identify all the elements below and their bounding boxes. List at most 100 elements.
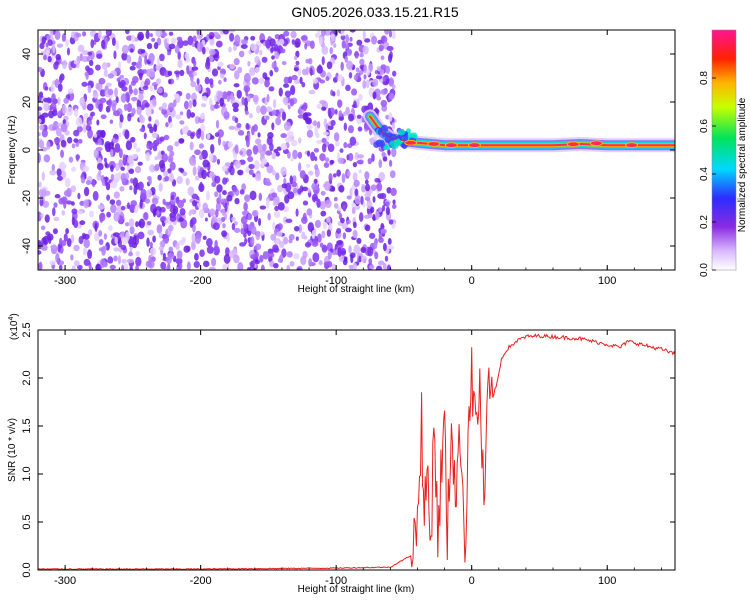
noise-blob bbox=[363, 38, 371, 43]
noise-blob bbox=[118, 148, 123, 159]
noise-blob bbox=[178, 138, 185, 144]
noise-blob bbox=[318, 260, 323, 266]
noise-blob bbox=[254, 56, 260, 64]
noise-blob bbox=[174, 141, 180, 147]
noise-blob bbox=[43, 54, 47, 61]
noise-blob bbox=[38, 261, 43, 270]
noise-blob bbox=[233, 254, 240, 264]
noise-blob bbox=[176, 250, 183, 260]
noise-blob bbox=[388, 93, 395, 100]
noise-blob bbox=[310, 151, 316, 162]
noise-blob bbox=[298, 106, 303, 116]
noise-blob bbox=[357, 126, 363, 132]
noise-blob bbox=[370, 184, 377, 191]
noise-blob bbox=[168, 43, 176, 50]
noise-blob bbox=[377, 260, 385, 266]
noise-blob bbox=[346, 171, 351, 177]
noise-blob bbox=[306, 208, 313, 216]
noise-blob bbox=[192, 166, 197, 176]
noise-blob bbox=[332, 173, 337, 178]
noise-blob bbox=[193, 260, 200, 268]
noise-blob bbox=[340, 217, 345, 224]
noise-blob bbox=[167, 154, 174, 163]
noise-blob bbox=[222, 223, 226, 229]
noise-blob bbox=[139, 198, 143, 209]
noise-blob bbox=[353, 244, 361, 255]
noise-blob bbox=[333, 203, 339, 209]
noise-blob bbox=[70, 185, 77, 193]
noise-blob bbox=[194, 84, 202, 92]
noise-blob bbox=[40, 212, 44, 219]
ridge-peak bbox=[566, 141, 580, 148]
noise-blob bbox=[241, 210, 247, 216]
noise-blob bbox=[378, 159, 383, 169]
noise-blob bbox=[240, 227, 245, 235]
ridge-onset-blob bbox=[411, 134, 417, 139]
noise-blob bbox=[291, 181, 297, 188]
noise-blob bbox=[381, 151, 386, 157]
noise-blob bbox=[241, 183, 247, 191]
noise-blob bbox=[219, 97, 225, 107]
noise-blob bbox=[380, 88, 388, 95]
noise-blob bbox=[71, 143, 76, 149]
noise-blob bbox=[107, 88, 114, 96]
noise-blob bbox=[317, 30, 321, 36]
noise-blob bbox=[284, 90, 292, 98]
noise-blob bbox=[226, 194, 233, 202]
noise-blob bbox=[172, 205, 179, 215]
noise-blob bbox=[71, 208, 78, 215]
noise-blob bbox=[250, 43, 257, 52]
noise-blob bbox=[241, 39, 248, 45]
noise-blob bbox=[380, 55, 385, 61]
noise-blob bbox=[368, 232, 376, 239]
noise-blob bbox=[144, 55, 148, 65]
noise-blob bbox=[153, 123, 158, 133]
noise-blob bbox=[194, 149, 201, 156]
noise-blob bbox=[179, 120, 185, 125]
noise-blob bbox=[167, 168, 172, 174]
noise-blob bbox=[216, 158, 221, 165]
noise-blob bbox=[145, 152, 151, 162]
noise-blob bbox=[258, 77, 265, 84]
noise-blob bbox=[323, 261, 331, 267]
noise-blob bbox=[314, 164, 319, 171]
noise-blob bbox=[380, 228, 387, 234]
noise-blob bbox=[208, 266, 216, 270]
ridge-peak bbox=[625, 142, 639, 149]
noise-blob bbox=[372, 78, 379, 87]
snr-plot-area bbox=[38, 333, 675, 570]
noise-blob bbox=[130, 34, 136, 43]
noise-blob bbox=[342, 204, 346, 211]
noise-blob bbox=[66, 187, 72, 198]
noise-blob bbox=[56, 168, 62, 177]
noise-blob bbox=[298, 224, 303, 234]
noise-blob bbox=[307, 188, 311, 194]
snr-x-tick-label: -300 bbox=[54, 575, 76, 587]
noise-blob bbox=[231, 216, 236, 222]
noise-blob bbox=[328, 173, 333, 182]
noise-blob bbox=[87, 128, 93, 139]
noise-blob bbox=[53, 137, 61, 144]
noise-blob bbox=[131, 61, 137, 66]
noise-blob bbox=[135, 250, 141, 257]
noise-blob bbox=[86, 67, 94, 76]
noise-blob bbox=[327, 124, 334, 131]
noise-blob bbox=[194, 175, 200, 181]
noise-blob bbox=[353, 179, 360, 187]
noise-blob bbox=[342, 232, 347, 240]
noise-blob bbox=[260, 264, 265, 270]
noise-blob bbox=[266, 198, 270, 209]
noise-blob bbox=[157, 174, 162, 181]
noise-blob bbox=[99, 97, 107, 104]
noise-blob bbox=[110, 164, 114, 172]
noise-blob bbox=[298, 137, 302, 144]
noise-blob bbox=[50, 102, 57, 110]
noise-blob bbox=[160, 216, 167, 222]
noise-blob bbox=[221, 230, 227, 238]
noise-blob bbox=[321, 106, 327, 111]
noise-blob bbox=[201, 46, 206, 55]
noise-blob bbox=[110, 173, 115, 181]
noise-blob bbox=[70, 254, 74, 261]
noise-blob bbox=[165, 122, 169, 128]
spectrogram-y-tick-label: 20 bbox=[21, 96, 33, 108]
